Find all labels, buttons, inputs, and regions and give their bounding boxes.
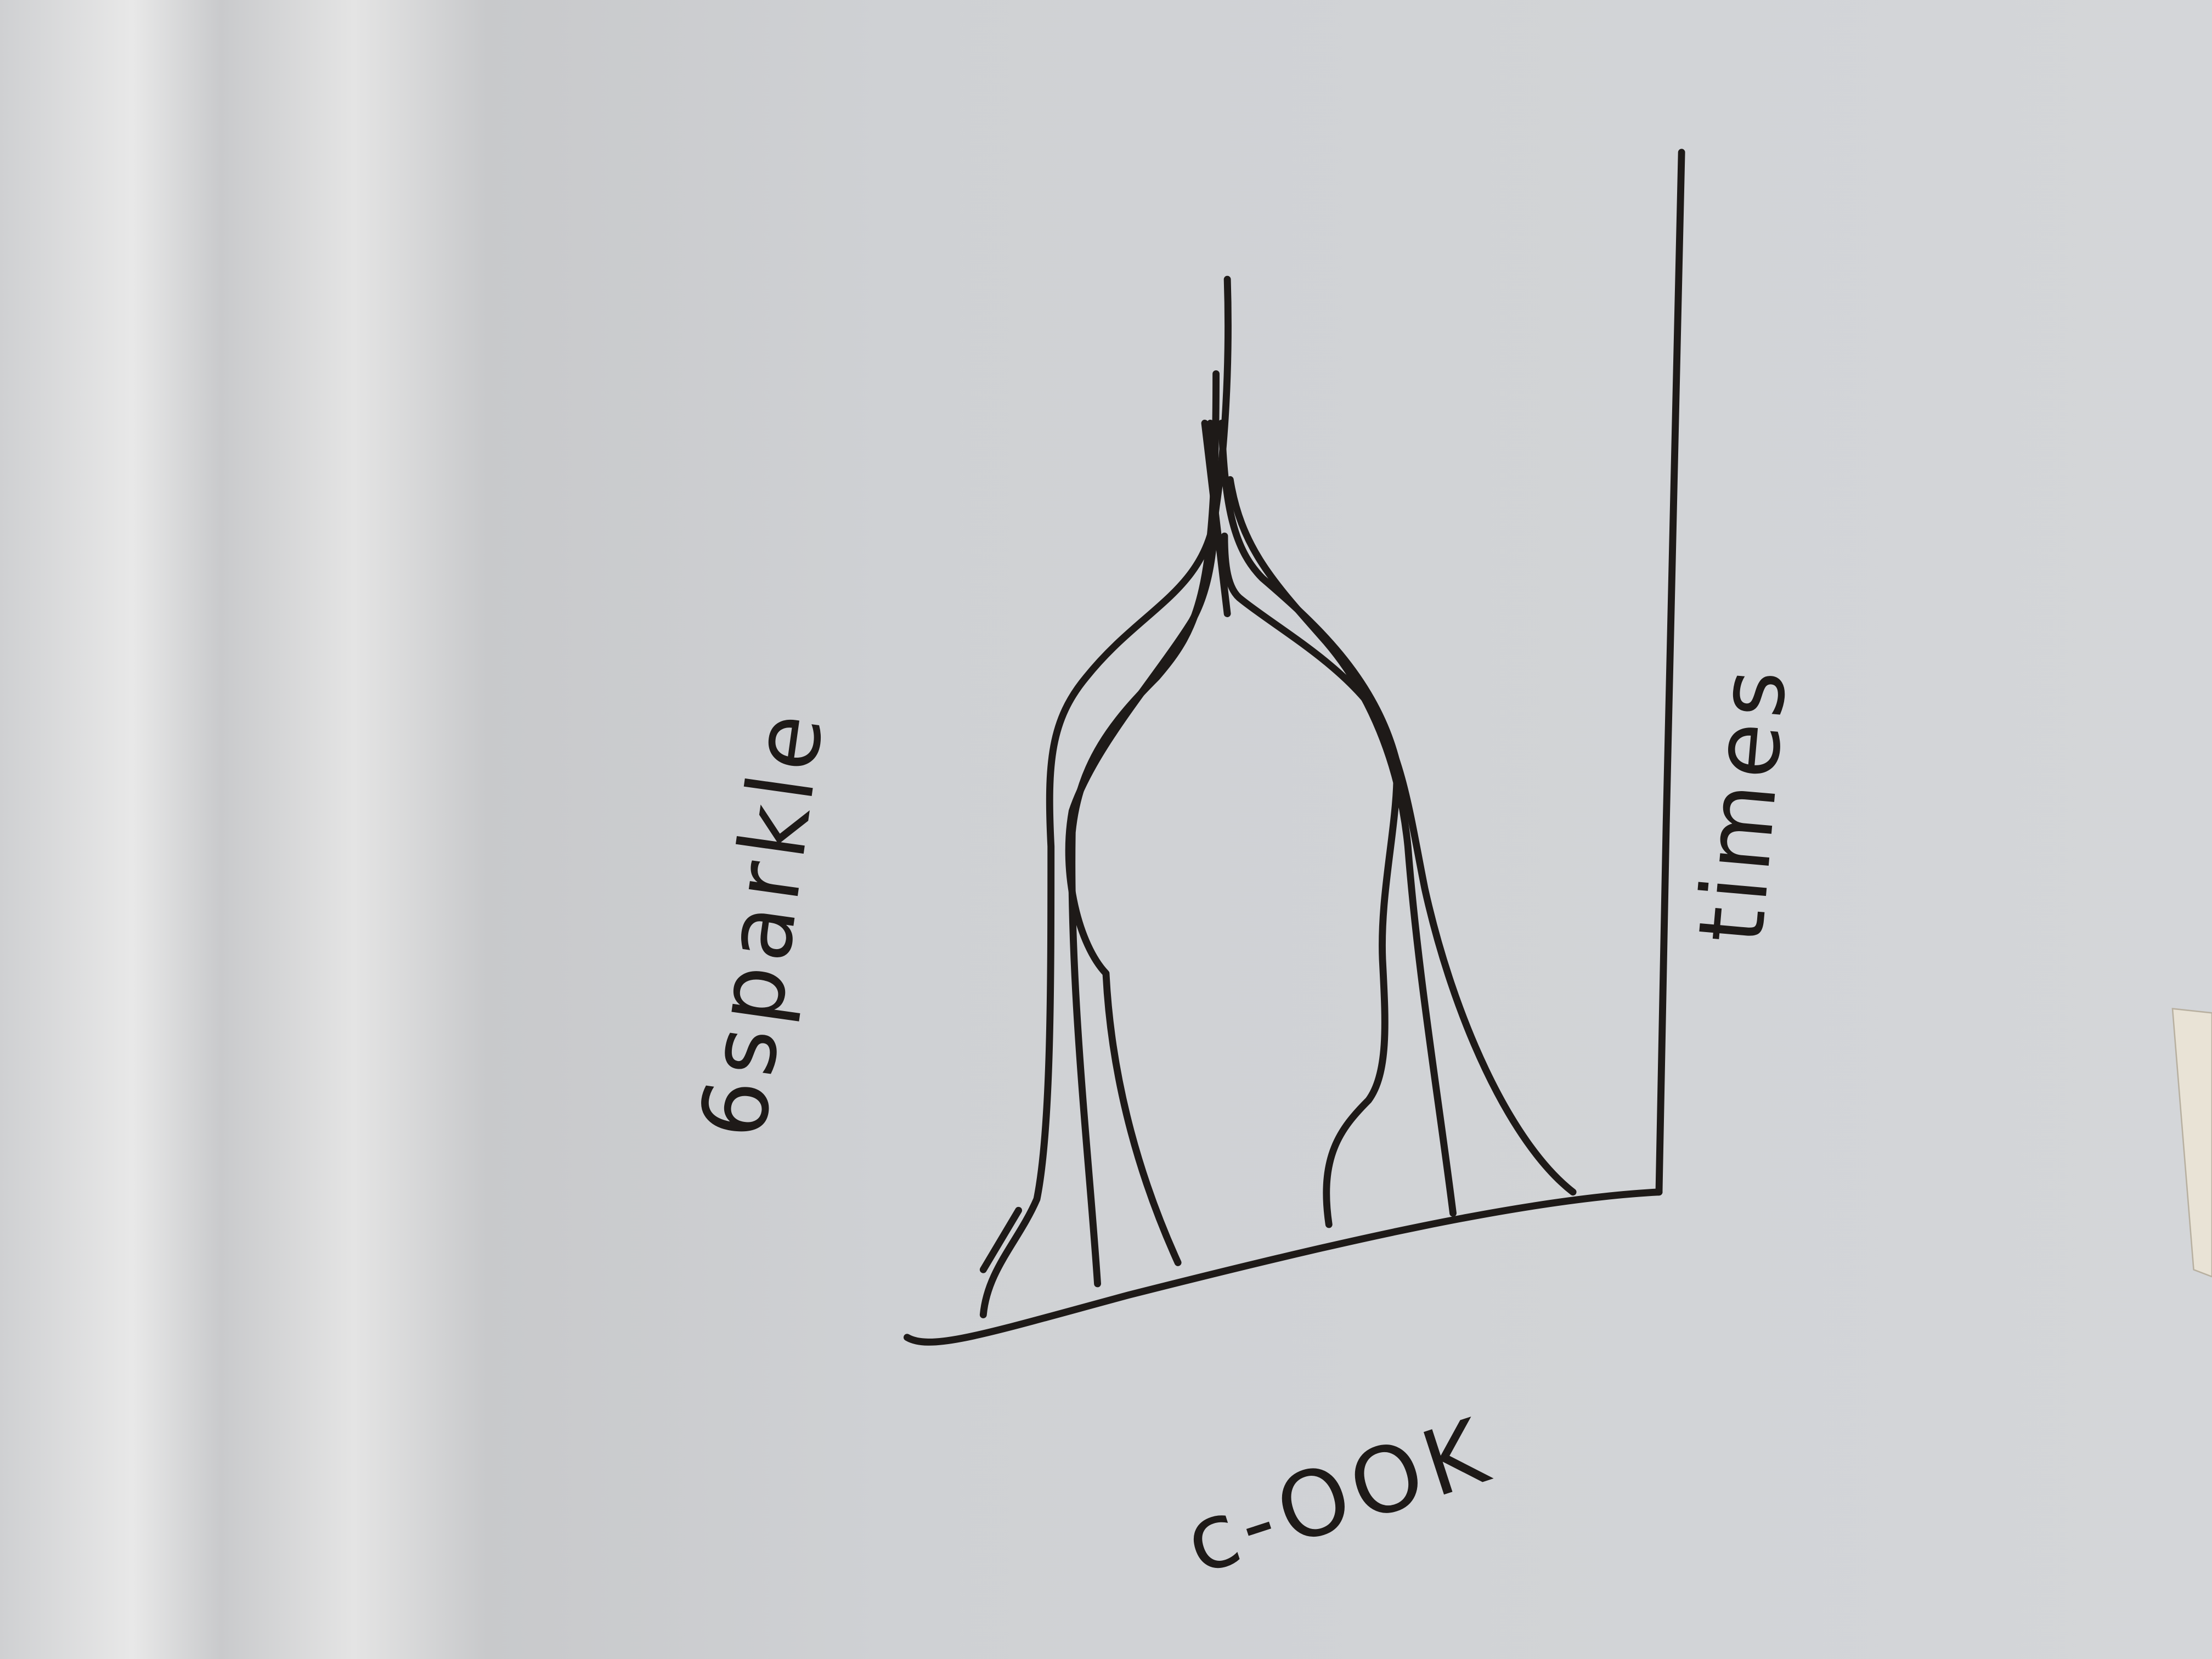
sketched-curves [979,275,1577,1319]
curve-tick [979,1206,1022,1273]
horizontal-axis [904,1188,1663,1346]
curve [1218,420,1401,1228]
curve [1065,420,1219,1266]
curve [1226,476,1457,1217]
curve [1221,532,1577,1196]
vertical-axis [1655,149,1685,1196]
paper-edge [2171,1008,2212,1278]
curve-tick [1201,420,1231,617]
right-label: times [1678,660,1808,947]
curve [979,275,1232,1319]
